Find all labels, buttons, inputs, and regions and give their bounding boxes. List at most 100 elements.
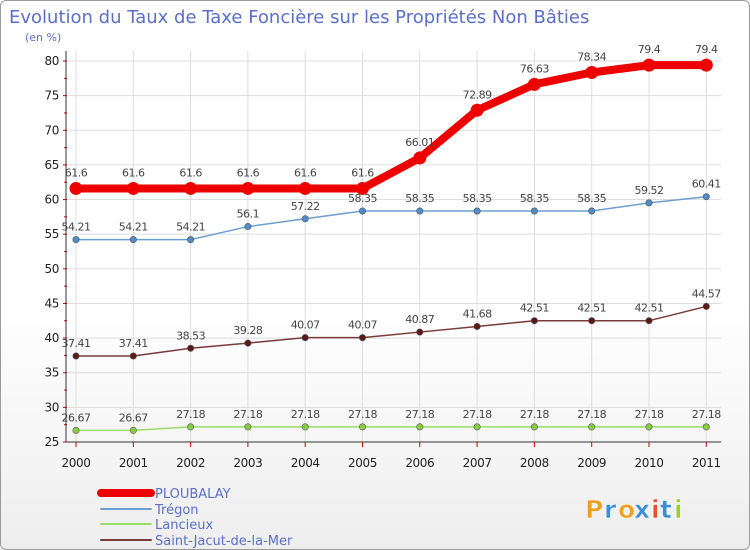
y-tick-label: 70	[45, 123, 59, 137]
data-label-tr-gon: 59.52	[635, 184, 664, 197]
x-tick-label: 2006	[405, 456, 434, 470]
data-label-lancieux: 27.18	[348, 408, 377, 421]
data-point-lancieux	[72, 426, 80, 434]
data-point-saint-jacut-de-la-mer	[72, 352, 80, 360]
data-label-saint-jacut-de-la-mer: 44.57	[692, 287, 721, 300]
data-point-tr-gon	[358, 207, 366, 215]
data-point-ploubalay	[126, 181, 140, 195]
x-tick-label: 2011	[692, 456, 721, 470]
y-tick-label: 50	[45, 262, 59, 276]
data-label-ploubalay: 61.6	[294, 166, 317, 179]
y-tick-label: 80	[45, 54, 59, 68]
data-point-tr-gon	[301, 215, 309, 223]
data-point-saint-jacut-de-la-mer	[187, 344, 195, 352]
x-tick-label: 2004	[291, 456, 320, 470]
series-line-lancieux	[75, 426, 708, 432]
data-label-saint-jacut-de-la-mer: 42.51	[577, 302, 606, 315]
data-point-lancieux	[473, 423, 481, 431]
data-label-saint-jacut-de-la-mer: 42.51	[520, 302, 549, 315]
x-tick-label: 2003	[233, 456, 262, 470]
data-point-saint-jacut-de-la-mer	[301, 334, 309, 342]
x-tick-label: 2002	[176, 456, 205, 470]
data-label-lancieux: 27.18	[635, 408, 664, 421]
data-point-ploubalay	[585, 65, 599, 79]
data-label-saint-jacut-de-la-mer: 40.07	[348, 319, 377, 332]
logo-letter: o	[618, 495, 635, 524]
data-point-tr-gon	[645, 199, 653, 207]
data-label-ploubalay: 66.01	[405, 136, 434, 149]
legend: PLOUBALAYTrégonLancieuxSaint-Jacut-de-la…	[97, 487, 293, 549]
data-label-tr-gon: 58.35	[405, 192, 434, 205]
data-label-saint-jacut-de-la-mer: 42.51	[635, 302, 664, 315]
data-point-lancieux	[702, 423, 710, 431]
chart-title: Evolution du Taux de Taxe Foncière sur l…	[9, 7, 589, 28]
logo-letter: t	[660, 495, 672, 524]
x-tick-label: 2008	[520, 456, 549, 470]
series-line-ploubalay	[72, 61, 711, 193]
data-point-lancieux	[358, 423, 366, 431]
logo-letter: i	[651, 495, 660, 524]
data-label-saint-jacut-de-la-mer: 37.41	[62, 337, 91, 350]
data-label-saint-jacut-de-la-mer: 41.68	[463, 307, 492, 320]
data-point-ploubalay	[470, 103, 484, 117]
data-label-saint-jacut-de-la-mer: 38.53	[176, 329, 205, 342]
legend-label-tr-gon: Trégon	[154, 503, 199, 518]
y-tick-label: 60	[45, 193, 59, 207]
data-label-ploubalay: 72.89	[463, 88, 492, 101]
logo-letter: r	[604, 495, 617, 524]
y-tick-label: 35	[45, 366, 59, 380]
data-point-tr-gon	[702, 193, 710, 201]
data-label-tr-gon: 54.21	[176, 221, 205, 234]
data-point-ploubalay	[356, 181, 369, 195]
data-label-lancieux: 27.18	[233, 408, 262, 421]
data-label-ploubalay: 61.6	[351, 166, 374, 179]
x-tick-label: 2007	[463, 456, 492, 470]
data-point-tr-gon	[473, 207, 481, 215]
data-label-lancieux: 27.18	[405, 408, 434, 421]
data-label-ploubalay: 76.63	[520, 62, 549, 75]
data-point-lancieux	[588, 423, 596, 431]
data-point-tr-gon	[416, 207, 424, 215]
data-point-lancieux	[416, 423, 424, 431]
data-label-saint-jacut-de-la-mer: 40.07	[291, 319, 320, 332]
data-point-ploubalay	[69, 181, 83, 195]
data-label-lancieux: 27.18	[577, 408, 606, 421]
data-label-ploubalay: 79.4	[695, 43, 718, 56]
data-point-tr-gon	[187, 236, 195, 244]
data-point-saint-jacut-de-la-mer	[244, 339, 252, 347]
data-label-tr-gon: 54.21	[62, 221, 91, 234]
data-label-ploubalay: 61.6	[65, 166, 88, 179]
data-label-tr-gon: 57.22	[291, 200, 320, 213]
data-point-saint-jacut-de-la-mer	[416, 328, 424, 336]
series-line-saint-jacut-de-la-mer	[75, 305, 708, 357]
x-tick-label: 2000	[62, 456, 91, 470]
data-label-tr-gon: 58.35	[577, 192, 606, 205]
axes: 25 30 35 40 45 50 55 60 65 70 75 80 2000 2001 2002 2003…	[45, 51, 721, 470]
y-tick-label: 65	[45, 158, 59, 172]
y-axis-unit: (en %)	[25, 31, 61, 44]
legend-label-ploubalay: PLOUBALAY	[155, 487, 231, 502]
data-point-ploubalay	[642, 58, 656, 72]
data-label-lancieux: 27.18	[692, 408, 721, 421]
x-tick-label: 2001	[119, 456, 148, 470]
data-point-ploubalay	[413, 151, 427, 165]
data-point-saint-jacut-de-la-mer	[702, 302, 710, 310]
data-label-tr-gon: 58.35	[348, 192, 377, 205]
data-label-ploubalay: 61.6	[122, 166, 145, 179]
data-point-tr-gon	[129, 236, 137, 244]
data-point-saint-jacut-de-la-mer	[473, 322, 481, 330]
data-point-lancieux	[129, 426, 137, 434]
data-point-ploubalay	[699, 58, 713, 72]
y-tick-label: 40	[45, 331, 59, 345]
y-tick-label: 45	[45, 296, 59, 310]
data-label-lancieux: 27.18	[520, 408, 549, 421]
data-point-tr-gon	[244, 223, 252, 231]
data-label-lancieux: 26.67	[119, 411, 148, 424]
data-label-tr-gon: 56.1	[237, 208, 260, 221]
data-label-ploubalay: 78.34	[577, 50, 606, 63]
data-point-saint-jacut-de-la-mer	[645, 317, 653, 325]
data-point-lancieux	[244, 423, 252, 431]
data-point-ploubalay	[184, 181, 198, 195]
